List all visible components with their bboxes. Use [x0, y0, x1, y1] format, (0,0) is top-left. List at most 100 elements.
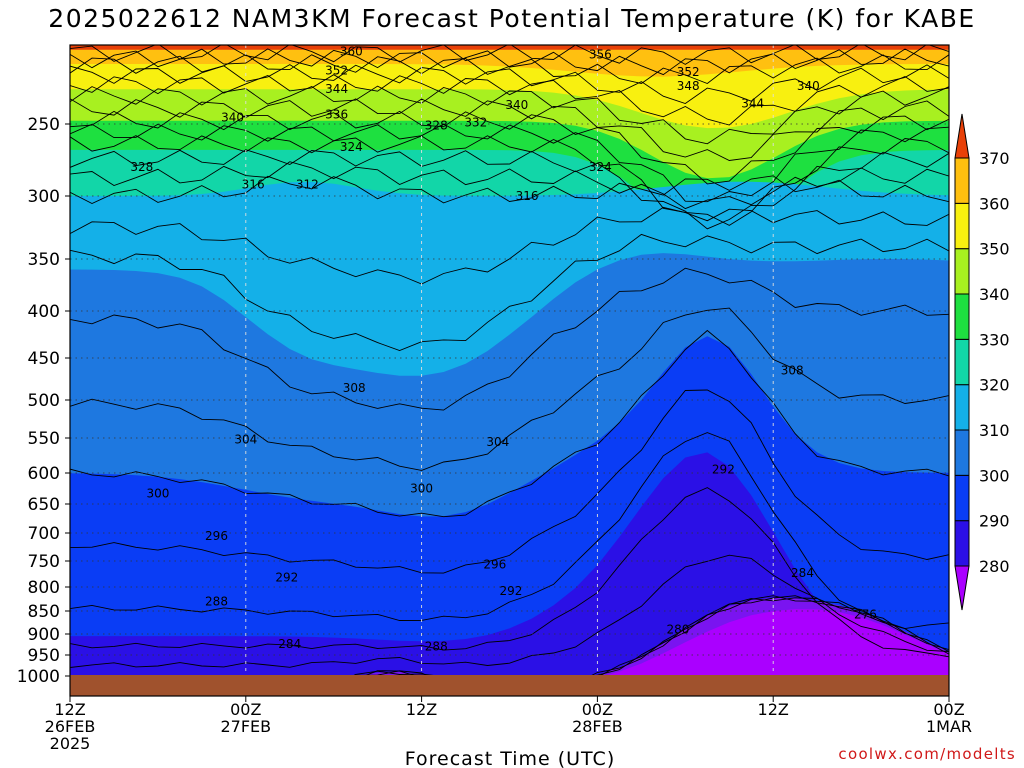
y-axis: 250 300 350 400 450 500 550 600 650 700 750 800 850 9…: [17, 115, 70, 687]
contour-360: [70, 54, 949, 85]
y-tick-label-450: 450: [28, 349, 60, 369]
contour-344: [70, 98, 949, 161]
contour-label-19: 308: [343, 381, 366, 395]
colorbar-swatch-360: [954, 157, 970, 204]
x-axis-label: Forecast Time (UTC): [405, 748, 615, 768]
contour-340: [70, 110, 949, 185]
contour-320: [70, 175, 949, 205]
y-tick-label-800: 800: [28, 578, 60, 598]
contour-284: [70, 554, 949, 668]
contour-label-21: 304: [234, 432, 257, 446]
colorbar-label-280: 280: [979, 557, 1010, 576]
contour-label-8: 332: [464, 115, 487, 129]
y-tick-label-350: 350: [28, 250, 60, 270]
colorbar-label-370: 370: [979, 149, 1010, 168]
x-tick-label-60-1: 1MAR: [926, 717, 972, 736]
contour-lines: [70, 45, 949, 694]
colorbar-label-300: 300: [979, 466, 1010, 485]
x-tick-label-0-1: 26FEB: [45, 717, 96, 736]
contour-label-10: 356: [589, 47, 612, 61]
contour-label-9: 340: [505, 98, 528, 112]
contour-label-18: 316: [516, 189, 539, 203]
x-tick-label-12-0: 00Z: [230, 700, 261, 719]
x-tick-label-12-1: 27FEB: [220, 717, 271, 736]
contour-label-24: 300: [146, 486, 169, 500]
x-tick-label-60-0: 00Z: [933, 700, 964, 719]
contour-296: [70, 389, 949, 574]
contour-label-32: 276: [854, 608, 877, 622]
contour-label-33: 284: [278, 637, 301, 651]
contour-324: [70, 161, 949, 210]
colorbar-swatch-300: [954, 429, 970, 476]
colorbar-label-340: 340: [979, 285, 1010, 304]
x-tick-label-0-0: 12Z: [54, 700, 85, 719]
contour-label-34: 288: [425, 640, 448, 654]
contour-308: [70, 267, 949, 411]
colorbar-swatch-280: [954, 520, 970, 567]
colorbar-label-350: 350: [979, 240, 1010, 259]
x-tick-label-0-2: 2025: [50, 734, 91, 753]
colorbar-bottom-arrow: [954, 565, 970, 611]
colorbar: 280 290 300 310 320 330 340 350 360 370: [954, 113, 1010, 611]
contour-label-5: 328: [130, 160, 153, 174]
contour-328: [70, 149, 949, 230]
colorbar-top-arrow: [954, 113, 970, 159]
y-tick-label-500: 500: [28, 391, 60, 411]
contour-label-20: 308: [781, 364, 804, 378]
contour-label-16: 316: [242, 177, 265, 191]
x-tick-label-48-0: 12Z: [758, 700, 789, 719]
colorbar-swatch-290: [954, 474, 970, 522]
colorbar-swatch-350: [954, 202, 970, 250]
contour-label-12: 348: [677, 79, 700, 93]
y-tick-label-300: 300: [28, 187, 60, 207]
x-tick-label-24-0: 12Z: [406, 700, 437, 719]
contour-label-1: 352: [325, 63, 348, 77]
contour-label-31: 284: [791, 566, 814, 580]
contour-label-28: 292: [275, 571, 298, 585]
colorbar-label-320: 320: [979, 376, 1010, 395]
grid-lines: [69, 45, 950, 696]
contour-label-17: 312: [296, 177, 319, 191]
colorbar-label-310: 310: [979, 421, 1010, 440]
band-below-280: [70, 609, 949, 696]
colorbar-label-330: 330: [979, 330, 1010, 349]
x-tick-label-36-0: 00Z: [582, 700, 613, 719]
contour-368: [70, 45, 949, 65]
contour-label-0: 360: [340, 44, 363, 58]
y-tick-label-600: 600: [28, 464, 60, 484]
ground-band: [70, 675, 949, 696]
contour-300: [70, 329, 949, 518]
chart-title: 2025022612 NAM3KM Forecast Potential Tem…: [48, 4, 976, 33]
contour-label-25: 292: [712, 463, 735, 477]
contour-label-2: 344: [325, 82, 348, 96]
contour-label-23: 300: [410, 482, 433, 496]
contour-label-35: 280: [667, 622, 690, 636]
y-tick-label-250: 250: [28, 115, 60, 135]
contour-label-22: 304: [486, 435, 509, 449]
contour-288: [70, 487, 949, 658]
contour-332: [70, 135, 949, 226]
y-tick-label-700: 700: [28, 524, 60, 544]
contour-label-15: 324: [589, 160, 612, 174]
contour-336: [70, 123, 949, 203]
colorbar-label-360: 360: [979, 194, 1010, 213]
contour-label-3: 340: [221, 111, 244, 125]
contour-label-30: 288: [205, 594, 228, 608]
y-tick-label-900: 900: [28, 625, 60, 645]
contour-352: [70, 74, 949, 126]
contour-312: [70, 233, 949, 351]
contour-label-6: 324: [340, 140, 363, 154]
contour-316: [70, 206, 949, 285]
y-tick-label-550: 550: [28, 429, 60, 449]
contour-label-13: 344: [741, 96, 764, 110]
plot-frame: [69, 44, 950, 697]
contour-label-11: 352: [677, 65, 700, 79]
colorbar-swatch-330: [954, 293, 970, 340]
contour-292: [70, 432, 949, 630]
contour-label-4: 336: [325, 108, 348, 122]
contour-label-14: 340: [797, 79, 820, 93]
contour-label-29: 292: [500, 584, 523, 598]
